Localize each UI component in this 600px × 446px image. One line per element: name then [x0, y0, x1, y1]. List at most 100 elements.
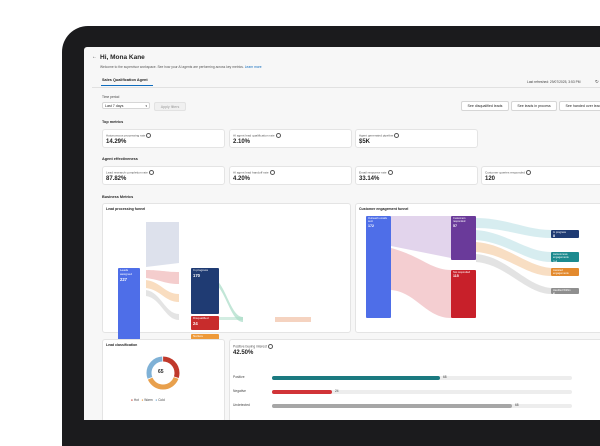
funnel-node-not-responded[interactable]: Not responded 115	[451, 270, 476, 318]
funnel-node-in-progress[interactable]: In progress 170	[191, 268, 219, 314]
donut-segment-cold[interactable]	[146, 356, 180, 390]
interest-bar-fill[interactable]	[272, 375, 440, 380]
time-period-dropdown[interactable]: Last 7 days ▾	[102, 102, 150, 109]
info-icon[interactable]	[525, 170, 531, 175]
funnel-node-handled-within[interactable]: Handled Within 6	[551, 288, 579, 297]
info-icon[interactable]	[267, 344, 273, 349]
metric-value: 14.29%	[106, 139, 127, 145]
funnel-node-outreach-emails-sent[interactable]: Outreach emails sent 172	[366, 216, 391, 318]
node-label: In progress	[553, 231, 566, 234]
supervisor-workspace-screen: ← Hi, Mona Kane Welcome to the superviso…	[84, 47, 600, 420]
info-icon[interactable]	[387, 170, 393, 175]
node-label: Nurture	[193, 334, 204, 338]
interest-bar-fill[interactable]	[272, 389, 332, 394]
interest-value: 42.50%	[233, 350, 254, 356]
classification-legend: ● Hot ● Warm ● Cold	[131, 398, 165, 402]
node-value: 24	[193, 320, 198, 326]
interest-row-value: 68	[443, 375, 447, 379]
interest-row-value: 68	[515, 403, 519, 407]
metric-card-autonomous-processing: Autonomous processing rate 14.29%	[102, 129, 225, 148]
info-icon[interactable]	[394, 133, 400, 138]
metric-card-email-response: Email response rate 33.14%	[355, 166, 478, 185]
funnel-node-disqualified[interactable]: Disqualified 24	[191, 316, 219, 330]
classification-title: Lead classification	[106, 343, 138, 347]
time-period-label: Time period	[102, 95, 120, 99]
see-handed-over-leads-button[interactable]: See handed over leads	[559, 101, 600, 111]
tab-sales-qualification-agent[interactable]: Sales Qualification Agent	[102, 78, 148, 82]
apply-filters-button[interactable]: Apply filters	[154, 102, 186, 111]
lead-processing-funnel-card: Lead processing funnel Leads assigned 227…	[102, 203, 353, 374]
node-label: Autonomous engagements	[553, 253, 569, 260]
funnel-node-assisted-engagements[interactable]: Assisted engagements 12	[551, 268, 579, 280]
metric-label: Lead research completion rate	[106, 170, 154, 175]
metric-value: 4.20%	[233, 176, 251, 182]
interest-bar-track	[272, 403, 572, 408]
metric-label: Email response rate	[359, 170, 393, 175]
lead-processing-flows	[146, 222, 311, 322]
funnel-node-in-progress[interactable]: In progress 8	[551, 230, 579, 238]
metric-value: 2.10%	[233, 139, 251, 145]
node-value: 170	[193, 272, 200, 278]
metric-label: Autonomous processing rate	[106, 133, 152, 138]
node-value: 12	[553, 275, 557, 280]
learn-more-link[interactable]: Learn more	[244, 65, 262, 69]
interest-row-label: Undetected	[233, 403, 250, 407]
donut-segment-warm[interactable]	[146, 356, 180, 390]
info-icon[interactable]	[146, 133, 152, 138]
chevron-down-icon: ▾	[145, 103, 147, 108]
funnel-node-customers-responded[interactable]: Customers responded 57	[451, 216, 476, 260]
interest-row-value: 24	[335, 389, 339, 393]
welcome-text: Welcome to the supervisor workspace. See…	[100, 65, 262, 69]
legend-cold: ● Cold	[155, 398, 165, 402]
metric-label: Customer queries responded	[485, 170, 531, 175]
node-value: 6	[553, 292, 555, 297]
header-divider	[92, 87, 600, 88]
business-metrics-heading: Business Metrics	[102, 195, 134, 199]
metric-value: 33.14%	[359, 176, 380, 182]
metric-value: 87.82%	[106, 176, 127, 182]
node-label: Disqualified	[193, 316, 209, 320]
buying-interest-card: Positive buying interest 42.50% Positive…	[229, 339, 600, 420]
node-value: 227	[120, 276, 127, 282]
last-refreshed: Last refreshed: 29/07/2025, 3:53 PM	[527, 80, 581, 84]
node-value: 14	[553, 259, 557, 264]
metric-card-lead-qualification: AI agent lead qualification rate 2.10%	[229, 129, 352, 148]
interest-bar-fill[interactable]	[272, 403, 512, 408]
donut-segment-hot[interactable]	[146, 356, 180, 390]
metric-card-customer-queries: Customer queries responded 120	[481, 166, 600, 185]
customer-engagement-flows	[391, 216, 551, 318]
node-label: Customers responded	[453, 217, 466, 224]
node-label: Handled Within	[553, 289, 571, 292]
interest-row-label: Positive	[233, 375, 245, 379]
funnel-node-autonomous-engagements[interactable]: Autonomous engagements 14	[551, 252, 579, 264]
info-icon[interactable]	[275, 133, 281, 138]
see-leads-in-process-button[interactable]: See leads in process	[511, 101, 557, 111]
active-tab-indicator	[101, 85, 153, 86]
metric-label: Agent generated pipeline	[359, 133, 400, 138]
agent-effectiveness-heading: Agent effectiveness	[102, 157, 138, 161]
refresh-icon[interactable]: ↻	[595, 79, 599, 84]
node-value: 115	[453, 274, 459, 279]
metric-value: 120	[485, 176, 496, 182]
customer-engagement-funnel-card: Customer engagement funnel Outreach emai…	[355, 203, 600, 333]
node-label: Leads assigned	[120, 268, 133, 276]
donut-center-value: 65	[158, 369, 164, 375]
info-icon[interactable]	[269, 170, 275, 175]
metric-card-generated-pipeline: Agent generated pipeline $5K	[355, 129, 478, 148]
interest-title: Positive buying interest	[233, 344, 273, 349]
interest-bar-track	[272, 375, 572, 380]
metric-label: AI agent lead handoff rate	[233, 170, 275, 175]
node-value: 172	[368, 223, 374, 228]
metric-card-research-completion: Lead research completion rate 87.82%	[102, 166, 225, 185]
funnel-title: Customer engagement funnel	[359, 207, 409, 211]
interest-bar-track	[272, 389, 572, 394]
legend-hot: ● Hot	[131, 398, 139, 402]
node-label: Not responded	[453, 271, 471, 274]
node-label: Assisted engagements	[553, 269, 569, 276]
info-icon[interactable]	[148, 170, 154, 175]
node-label: Outreach emails sent	[368, 217, 387, 224]
see-disqualified-leads-button[interactable]: See disqualified leads	[461, 101, 509, 111]
node-value: 8	[553, 234, 555, 239]
lead-classification-card: Lead classification 65 ● Hot ● Warm ● Co…	[102, 339, 225, 420]
back-icon[interactable]: ←	[92, 54, 97, 60]
